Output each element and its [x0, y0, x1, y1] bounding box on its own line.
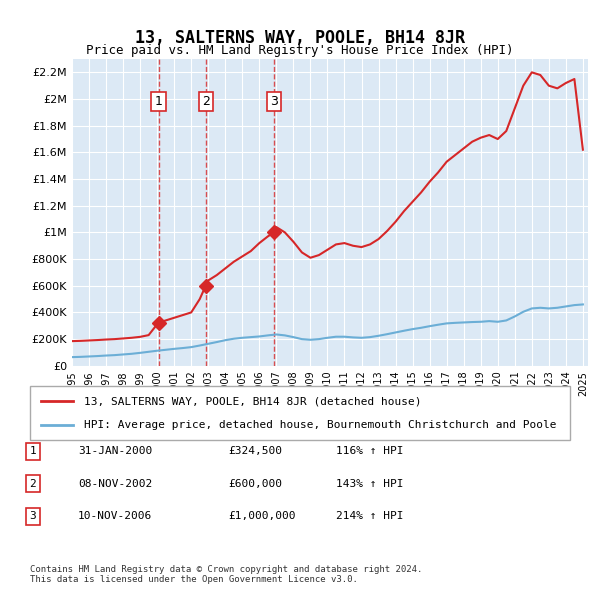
Text: 143% ↑ HPI: 143% ↑ HPI [336, 479, 404, 489]
Text: 3: 3 [29, 512, 37, 521]
Text: 1: 1 [29, 447, 37, 456]
Text: 08-NOV-2002: 08-NOV-2002 [78, 479, 152, 489]
Text: £324,500: £324,500 [228, 447, 282, 456]
Text: 31-JAN-2000: 31-JAN-2000 [78, 447, 152, 456]
FancyBboxPatch shape [30, 386, 570, 440]
Text: 13, SALTERNS WAY, POOLE, BH14 8JR (detached house): 13, SALTERNS WAY, POOLE, BH14 8JR (detac… [84, 396, 421, 407]
Text: 116% ↑ HPI: 116% ↑ HPI [336, 447, 404, 456]
Text: £1,000,000: £1,000,000 [228, 512, 296, 521]
Text: 1: 1 [155, 95, 163, 108]
Text: Price paid vs. HM Land Registry's House Price Index (HPI): Price paid vs. HM Land Registry's House … [86, 44, 514, 57]
Text: £600,000: £600,000 [228, 479, 282, 489]
Text: 3: 3 [270, 95, 278, 108]
Text: Contains HM Land Registry data © Crown copyright and database right 2024.
This d: Contains HM Land Registry data © Crown c… [30, 565, 422, 584]
Text: 2: 2 [202, 95, 209, 108]
Text: 10-NOV-2006: 10-NOV-2006 [78, 512, 152, 521]
Text: 13, SALTERNS WAY, POOLE, BH14 8JR: 13, SALTERNS WAY, POOLE, BH14 8JR [135, 30, 465, 47]
Text: 2: 2 [29, 479, 37, 489]
Text: 214% ↑ HPI: 214% ↑ HPI [336, 512, 404, 521]
Text: HPI: Average price, detached house, Bournemouth Christchurch and Poole: HPI: Average price, detached house, Bour… [84, 419, 557, 430]
